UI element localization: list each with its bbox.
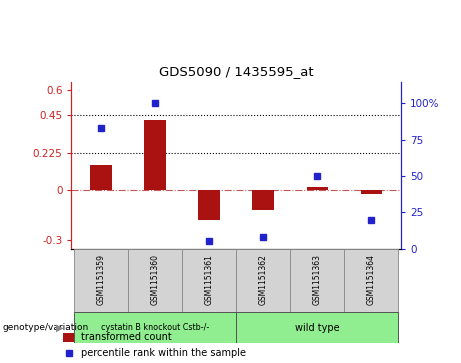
Bar	[236, 249, 290, 312]
Text: GSM1151361: GSM1151361	[205, 254, 214, 305]
Text: GSM1151363: GSM1151363	[313, 254, 322, 305]
Text: wild type: wild type	[295, 323, 340, 333]
Text: GSM1151360: GSM1151360	[151, 254, 160, 305]
Title: GDS5090 / 1435595_at: GDS5090 / 1435595_at	[159, 65, 313, 78]
Bar	[236, 312, 398, 343]
Text: GSM1151364: GSM1151364	[367, 254, 376, 305]
Bar	[74, 312, 236, 343]
Bar	[64, 333, 74, 342]
Bar	[74, 249, 128, 312]
Text: GSM1151362: GSM1151362	[259, 254, 268, 305]
Bar	[253, 190, 274, 210]
Text: percentile rank within the sample: percentile rank within the sample	[81, 348, 246, 358]
Bar	[361, 190, 382, 193]
Bar	[128, 249, 182, 312]
Bar	[290, 249, 344, 312]
Bar	[90, 165, 112, 190]
Text: ▶: ▶	[56, 323, 64, 333]
Bar	[198, 190, 220, 220]
Bar	[344, 249, 398, 312]
Bar	[144, 120, 166, 190]
Text: cystatin B knockout Cstb-/-: cystatin B knockout Cstb-/-	[101, 323, 209, 332]
Bar	[307, 187, 328, 190]
Text: transformed count: transformed count	[81, 333, 171, 342]
Text: GSM1151359: GSM1151359	[97, 254, 106, 305]
Text: genotype/variation: genotype/variation	[2, 323, 89, 332]
Bar	[182, 249, 236, 312]
